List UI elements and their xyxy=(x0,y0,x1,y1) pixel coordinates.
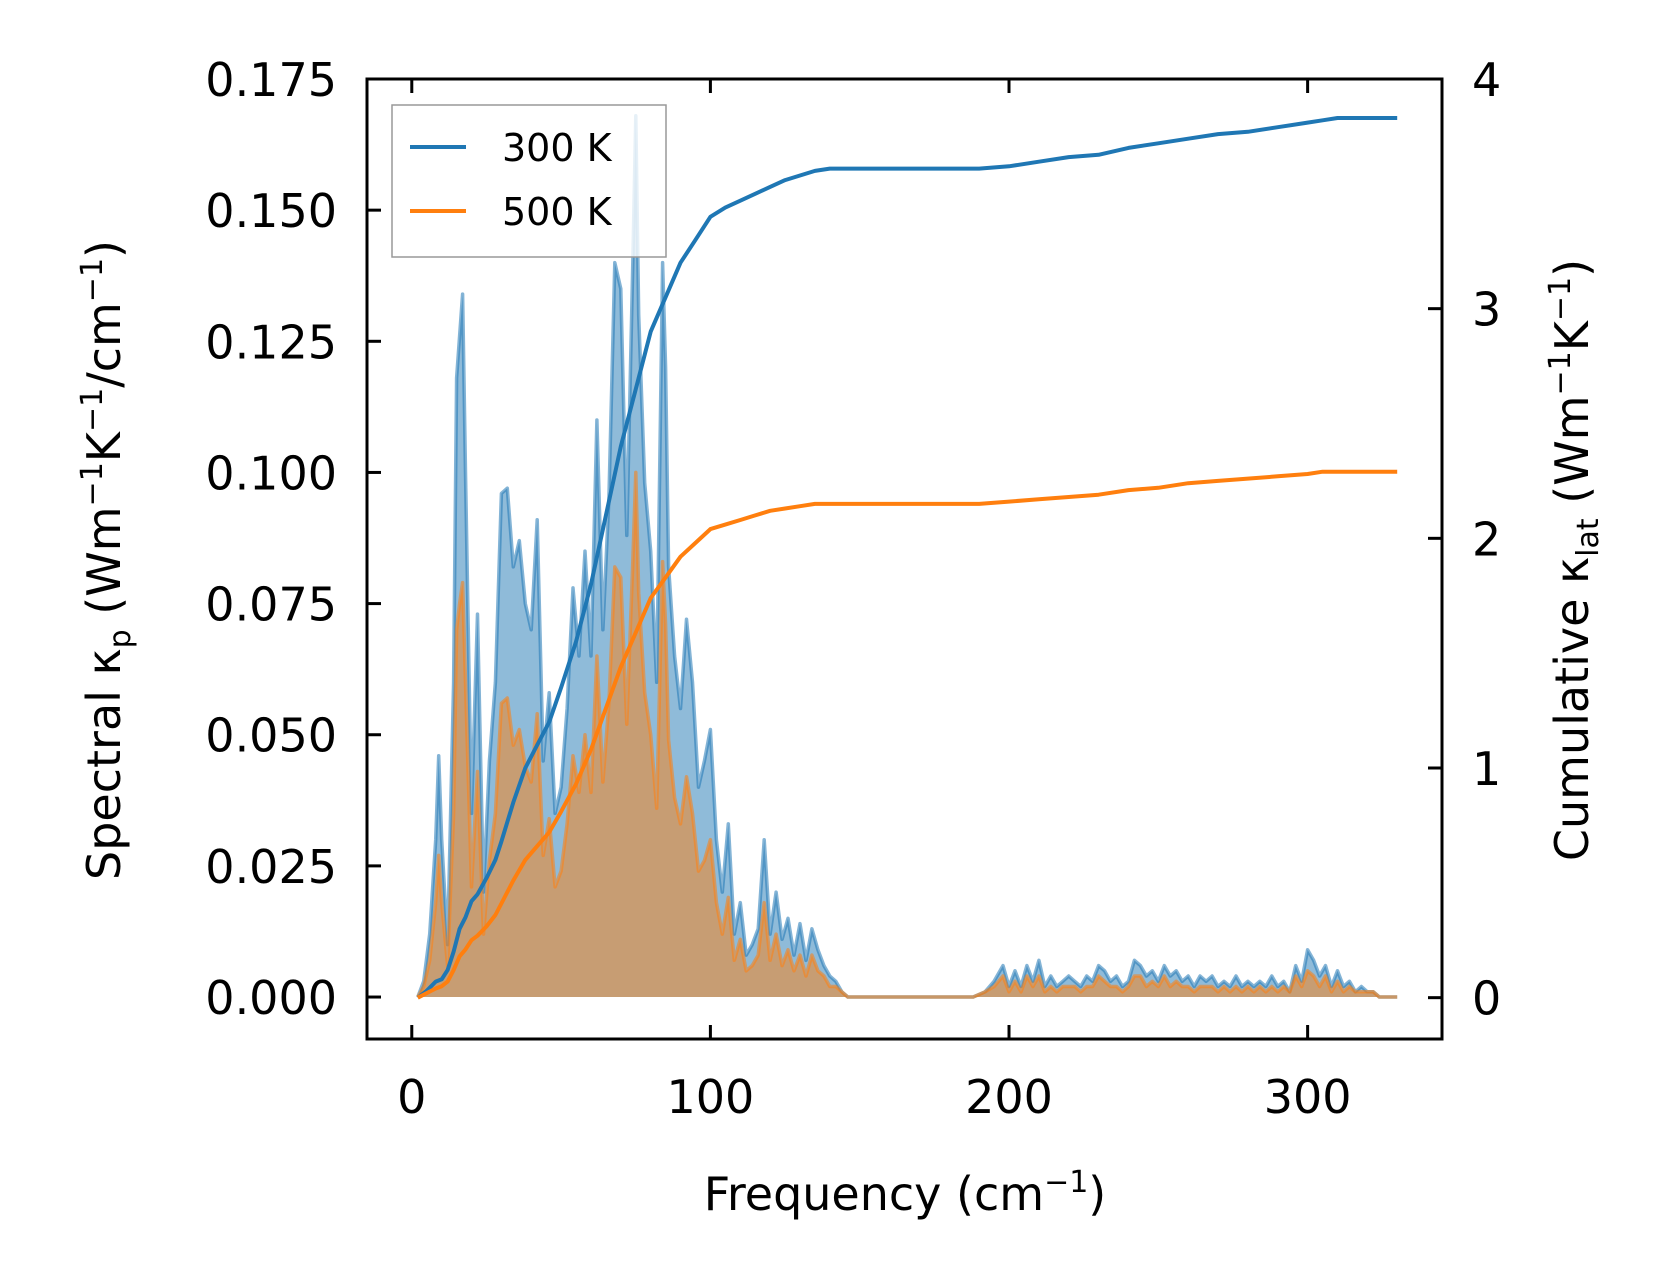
legend-box xyxy=(391,104,667,258)
y-axis-right-label: Cumulative κlat (Wm−1K−1) xyxy=(1543,259,1606,861)
x-tick-label: 200 xyxy=(965,1070,1053,1124)
y-left-tick-label: 0.075 xyxy=(205,578,337,632)
x-axis-label: Frequency (cm−1) xyxy=(704,1165,1107,1221)
y-axis-left-label: Spectral κp (Wm−1K−1/cm−1) xyxy=(75,240,138,880)
y-left-tick-label: 0.125 xyxy=(205,315,337,369)
y-left-tick-label: 0.050 xyxy=(205,709,337,763)
y-right-tick-label: 0 xyxy=(1472,972,1501,1026)
y-left-tick-label: 0.025 xyxy=(205,840,337,894)
plot-frame xyxy=(365,77,1444,1041)
plot-area xyxy=(416,113,1398,1000)
y-right-tick-label: 2 xyxy=(1472,512,1501,566)
x-tick-label: 300 xyxy=(1264,1070,1352,1124)
y-left-tick-label: 0.175 xyxy=(205,53,337,107)
axis-ticks: 0 100 200 300 0.000 0.025 0.050 0.075 0.100 0.125… xyxy=(205,53,1501,1124)
cumulative-line-500k xyxy=(416,469,1398,1000)
x-tick-label: 0 xyxy=(397,1070,426,1124)
spectral-line-300k xyxy=(416,113,1398,999)
y-right-tick-label: 3 xyxy=(1472,283,1501,337)
y-right-tick-label: 1 xyxy=(1472,742,1501,796)
legend: 300 K 500 K xyxy=(391,104,667,258)
y-left-tick-label: 0.000 xyxy=(205,971,337,1025)
x-tick-label: 100 xyxy=(666,1070,754,1124)
legend-label-300k: 300 K xyxy=(502,126,613,170)
cumulative-line-300k xyxy=(416,116,1398,1000)
y-right-tick-label: 4 xyxy=(1472,53,1501,107)
legend-label-500k: 500 K xyxy=(502,190,613,234)
y-left-tick-label: 0.100 xyxy=(205,446,337,500)
y-left-tick-label: 0.150 xyxy=(205,184,337,238)
